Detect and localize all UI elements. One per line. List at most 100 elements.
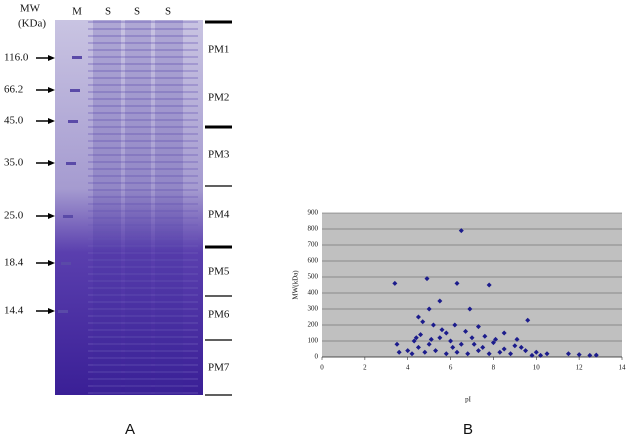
data-point [422, 349, 428, 355]
data-point [452, 322, 458, 328]
data-point [428, 336, 434, 342]
marker-label: 45.0 [4, 115, 24, 127]
data-point [525, 317, 531, 323]
gel-bands [88, 20, 198, 395]
data-point [433, 348, 439, 354]
y-tick-label: 200 [308, 321, 319, 329]
data-point [471, 341, 477, 347]
data-point [475, 324, 481, 330]
arrow-head [48, 118, 55, 124]
arrow-head [48, 87, 55, 93]
data-point [501, 346, 507, 352]
data-point [482, 333, 488, 339]
data-point [533, 349, 539, 355]
lane-label: S [105, 6, 111, 18]
data-point [469, 335, 475, 341]
data-point [450, 344, 456, 350]
fraction-label: PM7 [208, 362, 230, 374]
fraction-label: PM4 [208, 209, 230, 221]
panel-label: A [125, 421, 135, 438]
data-point [576, 352, 582, 358]
data-point [443, 351, 449, 357]
arrow-head [48, 308, 55, 314]
lane-label: S [165, 6, 171, 18]
data-point [463, 328, 469, 334]
data-point [587, 352, 593, 358]
data-point [501, 330, 507, 336]
data-point [424, 276, 430, 282]
data-point [529, 352, 535, 358]
x-axis-label: pI [465, 396, 472, 404]
y-tick-label: 700 [308, 241, 319, 249]
data-point [411, 338, 417, 344]
data-point [394, 341, 400, 347]
y-tick-label: 900 [308, 209, 319, 217]
data-point [512, 343, 518, 349]
marker-label: 14.4 [4, 305, 24, 317]
marker-label: 66.2 [4, 84, 23, 96]
data-point [409, 351, 415, 357]
marker-label: 35.0 [4, 157, 24, 169]
marker-label: 18.4 [4, 257, 24, 269]
fraction-label: PM5 [208, 266, 230, 278]
data-point [544, 351, 550, 357]
fraction-label: PM3 [208, 149, 230, 161]
y-tick-label: 800 [308, 225, 319, 233]
data-point [415, 344, 421, 350]
gel-panel: MW (KDa) M S S S 116.0 66.2 45.0 35.0 25.0 18.4 14… [4, 3, 232, 438]
data-point [475, 348, 481, 354]
data-point [518, 344, 524, 350]
data-point [430, 322, 436, 328]
data-point [396, 349, 402, 355]
mw-unit: (KDa) [18, 18, 46, 30]
data-point [418, 332, 424, 338]
data-point [465, 351, 471, 357]
data-point [486, 351, 492, 357]
data-point [538, 352, 544, 358]
data-point [593, 352, 599, 358]
x-tick-label: 8 [492, 364, 496, 372]
x-tick-label: 4 [406, 364, 410, 372]
lane [125, 20, 151, 395]
data-point [523, 348, 529, 354]
lane-label: S [134, 6, 140, 18]
arrow-head [48, 160, 55, 166]
data-point [458, 341, 464, 347]
x-tick-label: 10 [533, 364, 541, 372]
data-point [514, 336, 520, 342]
x-tick-label: 6 [449, 364, 453, 372]
arrow-head [48, 213, 55, 219]
data-point [454, 280, 460, 286]
marker-label: 116.0 [4, 52, 29, 64]
y-axis-label: MW(kDa) [292, 270, 300, 300]
data-point [448, 338, 454, 344]
data-point [426, 306, 432, 312]
data-point [426, 341, 432, 347]
data-point [443, 330, 449, 336]
data-point [437, 298, 443, 304]
y-tick-label: 300 [308, 305, 319, 313]
data-point [454, 349, 460, 355]
x-tick-label: 0 [320, 364, 324, 372]
data-point [490, 340, 496, 346]
data-point [439, 327, 445, 333]
plot-area [322, 213, 622, 357]
x-tick-label: 2 [363, 364, 367, 372]
data-point [405, 348, 411, 354]
data-point [392, 280, 398, 286]
marker-bands [58, 56, 82, 313]
data-point [565, 351, 571, 357]
data-point [497, 349, 503, 355]
lane [155, 20, 183, 395]
y-tick-label: 0 [315, 353, 319, 361]
fraction-label: PM2 [208, 92, 229, 104]
arrow-head [48, 260, 55, 266]
mw-title: MW [20, 3, 41, 15]
data-point [415, 314, 421, 320]
marker-label: 25.0 [4, 210, 24, 222]
fraction-label: PM6 [208, 309, 230, 321]
data-point [467, 306, 473, 312]
y-tick-label: 400 [308, 289, 319, 297]
x-tick-label: 14 [619, 364, 627, 372]
